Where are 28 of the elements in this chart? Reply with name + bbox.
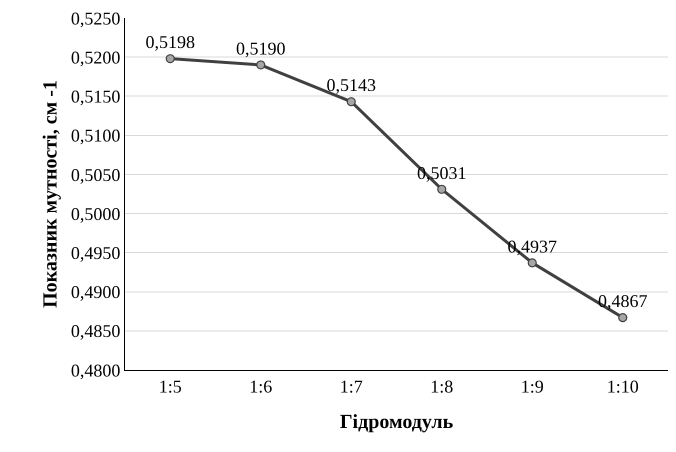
data-label: 0,5190: [236, 38, 286, 58]
y-tick-label: 0,5250: [70, 8, 120, 28]
y-tick-label: 0,4900: [70, 282, 120, 302]
point: [618, 312, 628, 322]
data-label: 0,5198: [146, 32, 195, 52]
x-tick-label: 1:8: [430, 376, 454, 397]
x-tick-label: 1:6: [249, 376, 272, 397]
y-tick-label: 0,5000: [70, 204, 120, 224]
y-axis-title: Показник мутності, см -1: [39, 80, 62, 308]
data-label: 0,4867: [598, 291, 648, 312]
y-tick-label: 0,4850: [70, 321, 120, 342]
y-tick-label: 0,5100: [70, 126, 120, 146]
y-tick-label: 0,5050: [70, 164, 120, 185]
y-tick-label: 0,5200: [70, 47, 120, 68]
y-tick-label: 0,5150: [70, 86, 120, 107]
x-tick-label: 1:9: [520, 376, 544, 397]
x-tick-label: 1:7: [340, 376, 363, 397]
x-tick-label: 1:5: [158, 376, 182, 397]
point: [528, 258, 537, 268]
y-tick-label: 0,4950: [70, 242, 120, 263]
x-tick-label: 1:10: [606, 376, 639, 397]
point: [256, 60, 266, 70]
y-tick-label: 0,4800: [70, 360, 120, 380]
point: [166, 54, 175, 64]
data-label: 0,5143: [326, 75, 376, 96]
x-axis-title: Гідромодуль: [340, 411, 454, 434]
point: [346, 97, 356, 106]
point: [437, 184, 446, 194]
